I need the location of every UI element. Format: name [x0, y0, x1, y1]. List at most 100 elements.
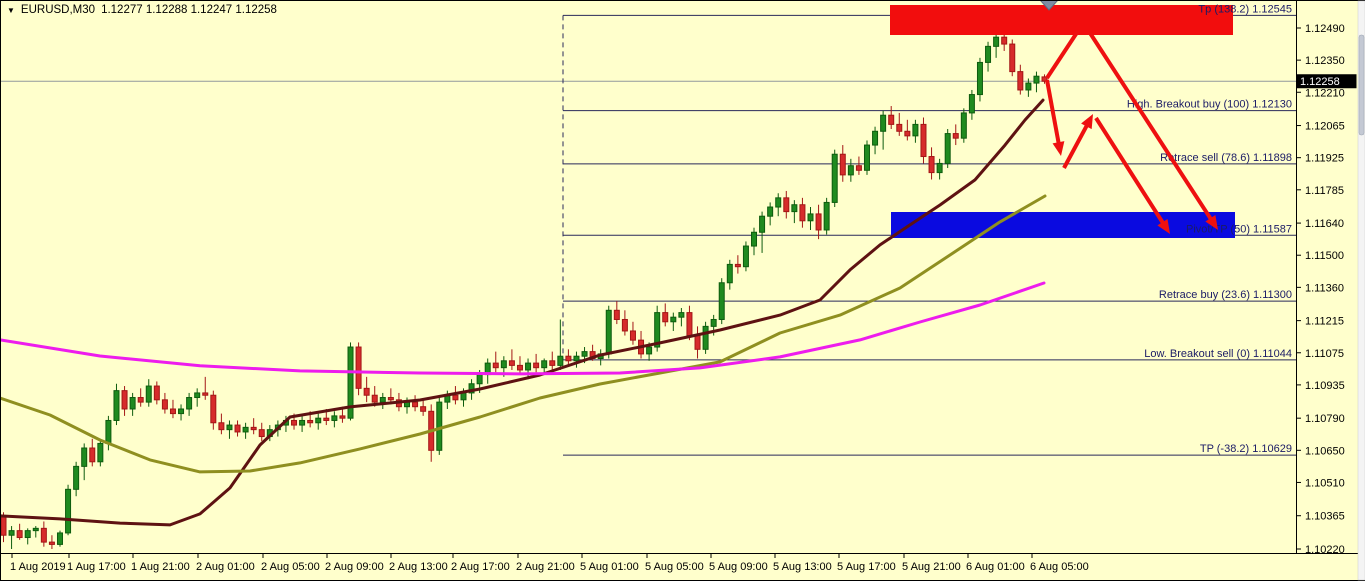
demand-zone-rect[interactable]: [891, 212, 1235, 238]
time-tick-label: 2 Aug 09:00: [325, 561, 384, 573]
time-axis[interactable]: 1 Aug 2019 1 Aug 17:00 1 Aug 21:00 2 Aug 01…: [10, 554, 1089, 573]
candle-body: [613, 309, 620, 320]
candle-body: [1025, 82, 1032, 91]
price-tick-label: 1.10790: [1305, 413, 1345, 425]
price-tick-label: 1.12350: [1305, 55, 1345, 67]
candle-body: [500, 360, 507, 369]
candle-body: [855, 165, 862, 171]
candle-body: [759, 215, 766, 233]
candle-body: [678, 312, 685, 318]
scrollbar-track: [1357, 0, 1365, 581]
scrollbar-thumb[interactable]: [1358, 34, 1365, 136]
candle-body: [525, 362, 532, 371]
candle-body: [113, 390, 120, 421]
price-tick-label: 1.11075: [1305, 348, 1344, 360]
candle-body: [137, 397, 144, 403]
price-tick-label: 1.10650: [1305, 445, 1345, 457]
price-tick-label: 1.11500: [1305, 250, 1344, 262]
candle-body: [710, 318, 717, 327]
candle-body: [258, 429, 265, 438]
candle-body: [153, 385, 160, 401]
price-tick-label: 1.11215: [1305, 316, 1344, 328]
candle-body: [452, 394, 459, 401]
candle-body: [516, 364, 523, 371]
candle-body: [121, 390, 128, 410]
candle-body: [1041, 76, 1048, 82]
current-price-tag-text: 1.12258: [1300, 76, 1340, 88]
candle-body: [105, 419, 112, 444]
fib-level-label: High. Breakout buy (100) 1.12130: [1127, 99, 1292, 111]
candle-body: [751, 231, 758, 247]
time-tick-label: 2 Aug 13:00: [389, 561, 448, 573]
projection-arrowhead: [1052, 141, 1065, 156]
candle-body: [460, 392, 467, 401]
candle-body: [791, 204, 798, 213]
supply-zone-rect[interactable]: [890, 5, 1233, 35]
time-tick-label: 5 Aug 09:00: [709, 561, 768, 573]
candle-body: [234, 424, 241, 433]
price-tick-label: 1.10510: [1305, 477, 1345, 489]
candle-body: [573, 355, 580, 362]
candle-body: [839, 153, 846, 176]
time-tick-label: 5 Aug 13:00: [773, 561, 832, 573]
candle-body: [40, 527, 47, 543]
time-tick-label: 2 Aug 17:00: [451, 561, 510, 573]
price-tick-label: 1.12065: [1305, 121, 1345, 133]
candle-body: [767, 206, 774, 217]
fib-level-label: Retrace buy (23.6) 1.11300: [1159, 289, 1292, 301]
candle-body: [1009, 43, 1016, 73]
candle-body: [242, 426, 249, 433]
candle-body: [129, 397, 136, 410]
candle-body: [65, 488, 72, 534]
candle-body: [686, 312, 693, 337]
chart-title: ▼ EURUSD,M30 1.12277 1.12288 1.12247 1.1…: [7, 4, 277, 16]
candle-body: [670, 316, 677, 323]
price-axis[interactable]: 1.12490 1.12350 1.12210 1.12065 1.11925 1.117…: [1296, 23, 1345, 556]
time-tick-label: 1 Aug 17:00: [67, 561, 126, 573]
candle-body: [557, 355, 564, 366]
time-tick-label: 1 Aug 2019: [10, 561, 66, 573]
candle-body: [24, 530, 31, 539]
projection-arrow-line: [1094, 116, 1168, 229]
candle-body: [315, 417, 322, 424]
time-tick-label: 5 Aug 01:00: [580, 561, 639, 573]
candle-body: [1017, 71, 1024, 91]
candle-body: [323, 417, 330, 421]
price-tick-label: 1.10220: [1305, 544, 1345, 556]
candle-body: [581, 351, 588, 357]
candle-body: [799, 204, 806, 222]
candle-body: [726, 263, 733, 284]
candle-body: [936, 162, 943, 174]
candle-body: [508, 360, 515, 366]
candle-body: [476, 374, 483, 385]
candle-body: [718, 282, 725, 320]
candle-body: [387, 397, 394, 401]
candle-body: [541, 360, 548, 369]
time-tick-label: 6 Aug 01:00: [966, 561, 1025, 573]
candle-body: [880, 114, 887, 132]
candle-body: [621, 318, 628, 332]
candle-body: [291, 419, 298, 426]
candle-body: [331, 415, 338, 421]
symbol-timeframe-label: EURUSD,M30: [20, 4, 96, 16]
candle-body: [307, 419, 314, 424]
candle-body: [8, 530, 15, 536]
candle-body: [363, 387, 370, 396]
chevron-down-icon[interactable]: ▼: [7, 6, 15, 15]
candle-body: [888, 114, 895, 125]
current-price-tag: [1296, 74, 1357, 89]
candle-body: [896, 123, 903, 132]
time-tick-label: 2 Aug 01:00: [196, 561, 255, 573]
time-tick-label: 5 Aug 05:00: [645, 561, 704, 573]
ohlc-values: 1.12277 1.12288 1.12247 1.12258: [101, 4, 277, 16]
candle-body: [694, 335, 701, 350]
projection-arrow-line: [1062, 120, 1091, 169]
candle-body: [145, 385, 152, 403]
candle-body: [775, 197, 782, 208]
price-tick-label: 1.10935: [1305, 380, 1345, 392]
time-tick-label: 1 Aug 21:00: [131, 561, 190, 573]
candle-body: [355, 346, 362, 389]
candle-body: [702, 325, 709, 350]
candle-body: [420, 406, 427, 412]
